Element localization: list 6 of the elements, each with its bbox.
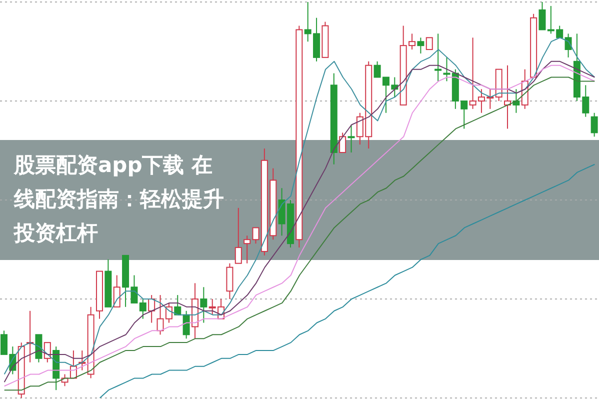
candlestick (330, 72, 338, 165)
text: 股票配资app下载 在线配资指南：轻松提升投资杠杆 (14, 152, 224, 247)
candlestick (200, 286, 208, 324)
title-banner: 股票配资app下载 在线配资指南：轻松提升投资杠杆 (0, 140, 599, 260)
candlestick (504, 64, 512, 130)
candlestick (434, 33, 442, 82)
